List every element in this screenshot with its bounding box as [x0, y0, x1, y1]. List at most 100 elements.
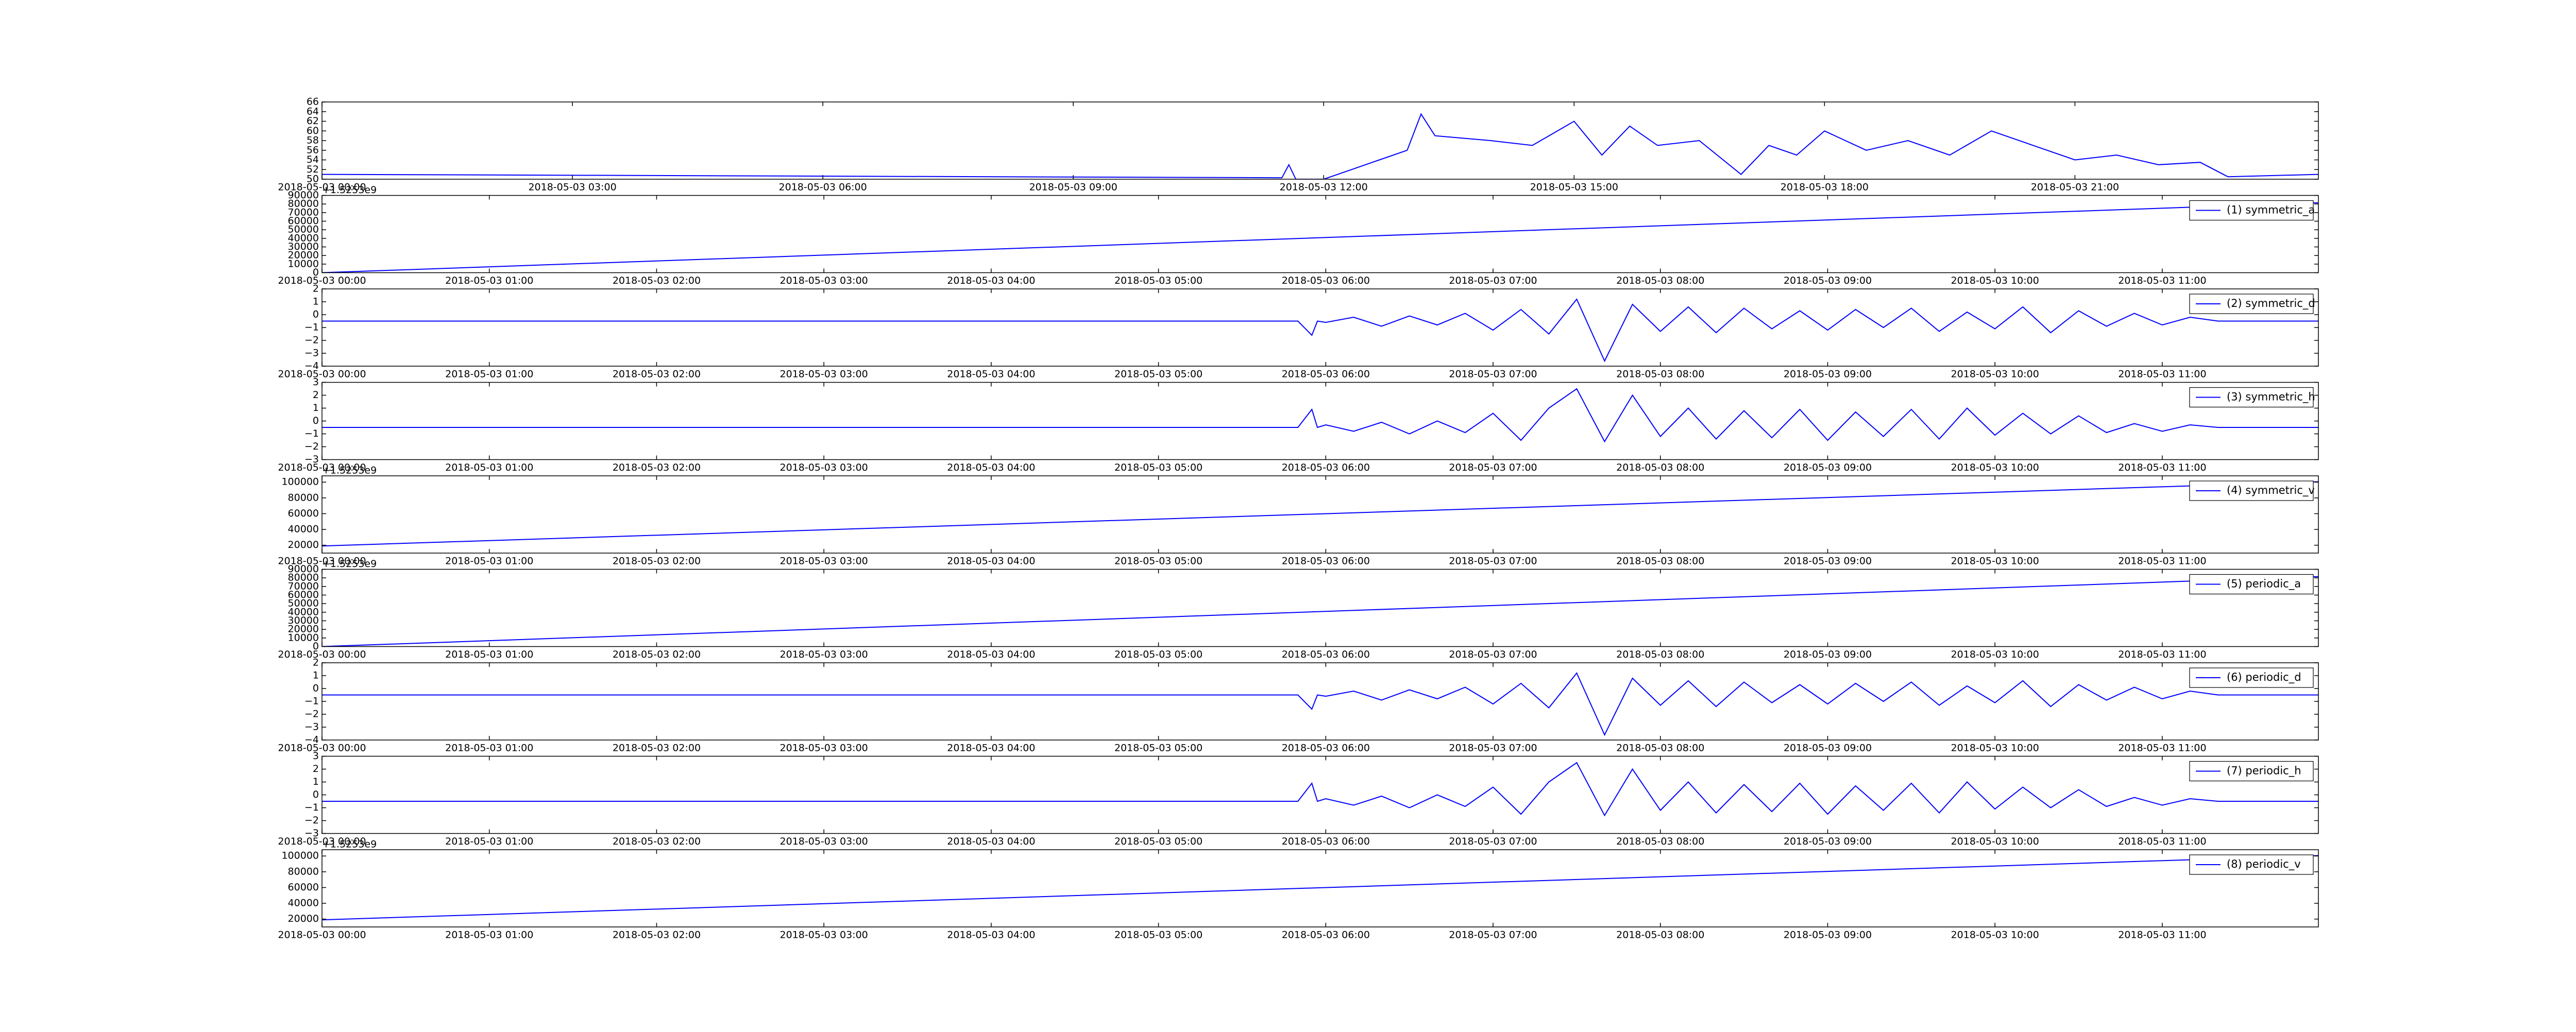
x-tick-label: 2018-05-03 06:00 — [779, 182, 867, 193]
x-tick-label: 2018-05-03 08:00 — [1616, 556, 1704, 567]
legend: (3) symmetric_h — [2189, 387, 2315, 408]
y-tick-label: 70000 — [288, 207, 319, 218]
y-tick-label: 1 — [313, 402, 319, 414]
x-tick-label: 2018-05-03 09:00 — [1784, 930, 1872, 941]
subplot: 0100002000030000400005000060000700008000… — [278, 184, 2319, 286]
x-tick-label: 2018-05-03 08:00 — [1616, 369, 1704, 380]
data-line — [322, 576, 2318, 647]
y-tick-label: −1 — [304, 696, 319, 707]
x-tick-label: 2018-05-03 05:00 — [1114, 462, 1202, 473]
y-tick-label: 0 — [313, 683, 319, 694]
legend-label: (7) periodic_h — [2227, 765, 2301, 778]
x-tick-label: 2018-05-03 00:00 — [278, 556, 366, 567]
x-tick-label: 2018-05-03 08:00 — [1616, 836, 1704, 847]
data-line — [322, 113, 2318, 179]
x-tick-label: 2018-05-03 09:00 — [1784, 369, 1872, 380]
data-line — [322, 202, 2318, 273]
y-tick-label: 52 — [307, 164, 319, 175]
y-tick-label: 58 — [307, 135, 319, 146]
x-tick-label: 2018-05-03 07:00 — [1449, 462, 1537, 473]
y-tick-label: 90000 — [288, 563, 319, 575]
y-tick-label: 100000 — [281, 850, 319, 862]
x-tick-label: 2018-05-03 02:00 — [613, 649, 701, 660]
x-tick-label: 2018-05-03 04:00 — [947, 836, 1035, 847]
y-tick-label: 50000 — [288, 598, 319, 609]
x-tick-label: 2018-05-03 10:00 — [1951, 462, 2039, 473]
x-tick-label: 2018-05-03 00:00 — [278, 836, 366, 847]
x-tick-label: 2018-05-03 02:00 — [613, 836, 701, 847]
x-tick-label: 2018-05-03 11:00 — [2118, 369, 2206, 380]
legend: (8) periodic_v — [2189, 854, 2314, 875]
x-tick-label: 2018-05-03 04:00 — [947, 462, 1035, 473]
plot-area — [322, 672, 2318, 736]
y-tick-label: 66 — [307, 96, 319, 108]
y-tick-label: 20000 — [288, 624, 319, 635]
x-tick-label: 2018-05-03 04:00 — [947, 275, 1035, 286]
x-tick-label: 2018-05-03 11:00 — [2118, 930, 2206, 941]
y-tick-label: 1 — [313, 670, 319, 681]
y-tick-label: −2 — [304, 441, 319, 452]
x-tick-label: 2018-05-03 11:00 — [2118, 462, 2206, 473]
plot-area — [322, 481, 2318, 547]
x-tick-label: 2018-05-03 11:00 — [2118, 649, 2206, 660]
x-tick-label: 2018-05-03 01:00 — [445, 462, 533, 473]
x-tick-label: 2018-05-03 21:00 — [2031, 182, 2119, 193]
y-tick-label: 70000 — [288, 580, 319, 592]
y-tick-label: 2 — [313, 657, 319, 668]
y-tick-label: 64 — [307, 106, 319, 117]
y-tick-label: 2 — [313, 389, 319, 401]
x-tick-label: 2018-05-03 07:00 — [1449, 556, 1537, 567]
x-tick-label: 2018-05-03 06:00 — [1282, 743, 1370, 754]
y-tick-label: 0 — [313, 789, 319, 800]
y-tick-label: 3 — [313, 376, 319, 388]
x-tick-label: 2018-05-03 07:00 — [1449, 649, 1537, 660]
y-tick-label: 60000 — [288, 215, 319, 227]
y-tick-label: 50 — [307, 174, 319, 185]
x-tick-label: 2018-05-03 07:00 — [1449, 369, 1537, 380]
x-tick-label: 2018-05-03 00:00 — [278, 369, 366, 380]
x-tick-label: 2018-05-03 10:00 — [1951, 649, 2039, 660]
x-tick-label: 2018-05-03 09:00 — [1784, 836, 1872, 847]
y-tick-label: 0 — [313, 641, 319, 652]
y-tick-label: 80000 — [288, 866, 319, 877]
x-tick-label: 2018-05-03 05:00 — [1114, 930, 1202, 941]
legend-label: (4) symmetric_v — [2227, 484, 2315, 497]
y-tick-label: 60000 — [288, 508, 319, 519]
x-tick-label: 2018-05-03 03:00 — [780, 556, 868, 567]
y-tick-label: 80000 — [288, 198, 319, 210]
x-tick-label: 2018-05-03 08:00 — [1616, 649, 1704, 660]
x-tick-label: 2018-05-03 04:00 — [947, 369, 1035, 380]
x-tick-label: 2018-05-03 11:00 — [2118, 556, 2206, 567]
plot-area — [322, 576, 2318, 647]
x-tick-label: 2018-05-03 09:00 — [1029, 182, 1117, 193]
y-tick-label: 1 — [313, 296, 319, 307]
x-tick-label: 2018-05-03 03:00 — [780, 743, 868, 754]
offset-text: +1.5253e9 — [322, 465, 377, 476]
y-tick-label: 0 — [313, 309, 319, 320]
y-tick-label: 80000 — [288, 572, 319, 583]
y-tick-label: 40000 — [288, 606, 319, 617]
x-tick-label: 2018-05-03 04:00 — [947, 556, 1035, 567]
axes-frame — [321, 662, 2319, 741]
x-tick-label: 2018-05-03 11:00 — [2118, 836, 2206, 847]
y-tick-label: 2 — [313, 283, 319, 295]
x-tick-label: 2018-05-03 00:00 — [278, 743, 366, 754]
y-tick-label: 40000 — [288, 524, 319, 535]
plot-area — [322, 113, 2318, 179]
offset-text: +1.5253e9 — [322, 839, 377, 850]
y-tick-label: 0 — [313, 415, 319, 426]
legend: (6) periodic_d — [2189, 667, 2314, 688]
x-tick-label: 2018-05-03 03:00 — [780, 930, 868, 941]
x-tick-label: 2018-05-03 07:00 — [1449, 836, 1537, 847]
x-tick-label: 2018-05-03 05:00 — [1114, 836, 1202, 847]
y-tick-label: −3 — [304, 454, 319, 465]
x-tick-label: 2018-05-03 00:00 — [278, 649, 366, 660]
x-tick-label: 2018-05-03 01:00 — [445, 556, 533, 567]
legend: (1) symmetric_a — [2189, 200, 2315, 221]
data-line — [322, 298, 2318, 363]
x-tick-label: 2018-05-03 06:00 — [1282, 275, 1370, 286]
x-tick-label: 2018-05-03 09:00 — [1784, 275, 1872, 286]
legend-label: (8) periodic_v — [2227, 858, 2301, 871]
